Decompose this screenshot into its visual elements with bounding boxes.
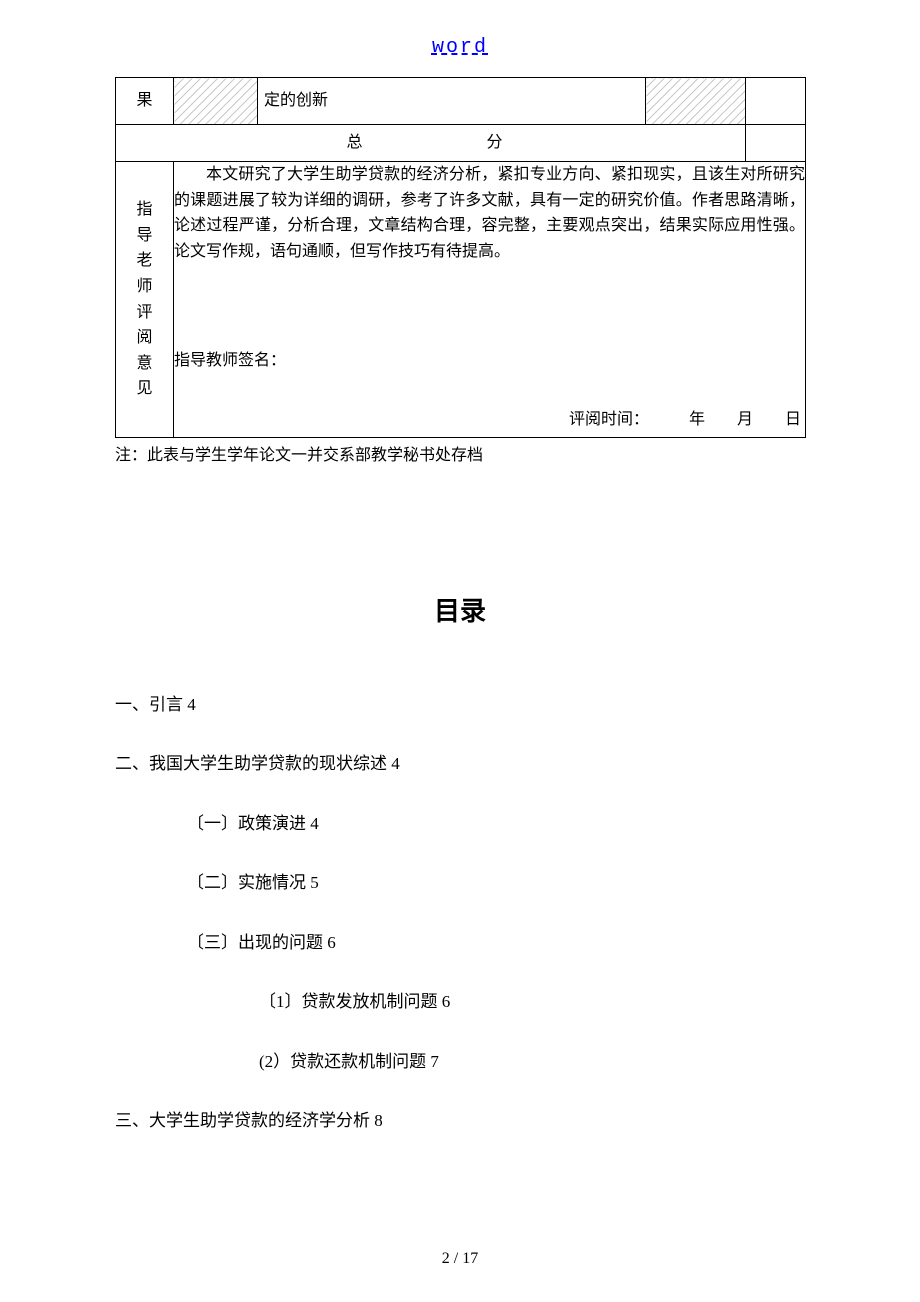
cell-score-blank (746, 78, 806, 125)
page: word 果 定的创新 总 分 (0, 0, 920, 1302)
toc-title: 目录 (115, 591, 805, 628)
vlabel-char: 阅 (136, 329, 152, 346)
cell-hatched (174, 78, 258, 125)
header-word-link[interactable]: word (0, 36, 920, 59)
toc-item: 一、引言 4 (115, 692, 805, 718)
page-number: 2 / 17 (0, 1250, 920, 1268)
toc-item: 〔一〕政策演进 4 (187, 811, 805, 837)
comment-cell: 本文研究了大学生助学贷款的经济分析，紧扣专业方向、紧扣现实，且该生对所研究的课题… (174, 162, 806, 438)
evaluation-table: 果 定的创新 总 分 指 导 老 师 评 阅 意 (115, 77, 806, 438)
vlabel-char: 师 (136, 278, 152, 295)
toc-item: 〔三〕出现的问题 6 (187, 930, 805, 956)
content-area: 果 定的创新 总 分 指 导 老 师 评 阅 意 (115, 77, 805, 1134)
toc-item: 〔1〕贷款发放机制问题 6 (259, 989, 805, 1015)
toc-item: (2）贷款还款机制问题 7 (259, 1049, 805, 1075)
vlabel-char: 意 (136, 355, 152, 372)
table-row-total: 总 分 (116, 125, 806, 162)
comment-paragraph: 本文研究了大学生助学贷款的经济分析，紧扣专业方向、紧扣现实，且该生对所研究的课题… (174, 162, 805, 264)
table-of-contents: 一、引言 4 二、我国大学生助学贷款的现状综述 4 〔一〕政策演进 4 〔二〕实… (115, 692, 805, 1134)
table-footnote: 注：此表与学生学年论文一并交系部教学秘书处存档 (115, 442, 805, 471)
table-row-comment: 指 导 老 师 评 阅 意 见 本文研究了大学生助学贷款的经济分析，紧扣专业方向… (116, 162, 806, 438)
table-row: 果 定的创新 (116, 78, 806, 125)
toc-item: 三、大学生助学贷款的经济学分析 8 (115, 1108, 805, 1134)
cell-hatched (646, 78, 746, 125)
vlabel-char: 见 (136, 380, 152, 397)
toc-item: 〔二〕实施情况 5 (187, 870, 805, 896)
vertical-label-cell: 指 导 老 师 评 阅 意 见 (116, 162, 174, 438)
vlabel-char: 导 (136, 227, 152, 244)
vlabel-char: 评 (136, 304, 152, 321)
total-score-label: 总 分 (116, 125, 746, 162)
toc-item: 二、我国大学生助学贷款的现状综述 4 (115, 751, 805, 777)
review-time: 评阅时间： 年 月 日 (174, 403, 805, 437)
vlabel-char: 指 (136, 201, 152, 218)
total-score-value (746, 125, 806, 162)
cell-innovation-text: 定的创新 (258, 78, 646, 125)
vlabel-char: 老 (136, 252, 152, 269)
signature-label: 指导教师签名： (174, 344, 805, 378)
cell-guo: 果 (116, 78, 174, 125)
